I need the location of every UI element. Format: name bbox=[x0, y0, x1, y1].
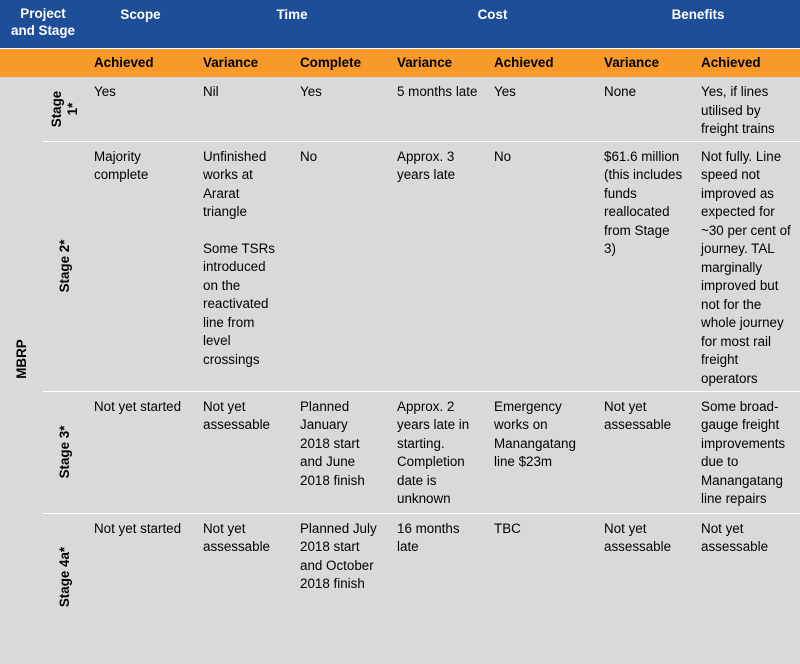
subheader-time-complete: Complete bbox=[292, 48, 390, 77]
cost-achieved-cell: Emergency works on Manangatang line $23m bbox=[494, 398, 576, 470]
time-variance-cell: Not yet assessable bbox=[203, 520, 270, 555]
stage-cell: Stage 2* bbox=[43, 141, 86, 391]
project-cell: MBRP bbox=[0, 77, 43, 641]
project-label: MBRP bbox=[13, 339, 29, 379]
cost-variance-cell: 5 months late bbox=[397, 84, 478, 99]
time-header: Time bbox=[195, 0, 390, 49]
scope-achieved-cell: Not yet started bbox=[94, 520, 182, 536]
benefits-variance-cell: Not yet assessable bbox=[604, 398, 672, 433]
subheader-benefits-variance: Variance bbox=[596, 48, 694, 77]
time-complete-cell: Planned July 2018 start and October 2018… bbox=[300, 520, 377, 592]
stage-cell: Stage 1* bbox=[43, 77, 86, 141]
benefits-variance-cell: $61.6 million (this includes funds reall… bbox=[604, 148, 683, 257]
benefits-achieved-cell: Not fully. Line speed not improved as ex… bbox=[701, 148, 791, 386]
cost-variance-cell: 16 months late bbox=[397, 520, 460, 555]
time-variance-text-2: Some TSRs introduced on the reactivated … bbox=[203, 240, 275, 367]
status-table: Project and Stage Scope Time Cost Benefi… bbox=[0, 0, 800, 641]
stage-label: Stage 2* bbox=[56, 239, 72, 293]
subheader-scope-achieved: Achieved bbox=[86, 48, 195, 77]
table-row: Stage 3* Not yet started Not yet assessa… bbox=[0, 391, 800, 513]
subheader-benefits-achieved: Achieved bbox=[693, 48, 800, 77]
time-variance-cell: Not yet assessable bbox=[203, 398, 270, 433]
time-variance-cell: Nil bbox=[203, 84, 219, 99]
subheader-time-variance: Variance bbox=[195, 48, 292, 77]
table-row: MBRP Stage 1* Yes Nil Yes 5 months late … bbox=[0, 77, 800, 379]
header-row-secondary: Achieved Variance Complete Variance Achi… bbox=[0, 48, 800, 77]
benefits-header: Benefits bbox=[596, 0, 800, 49]
time-complete-cell: Planned January 2018 start and June 2018… bbox=[300, 398, 365, 488]
header-row-primary: Project and Stage Scope Time Cost Benefi… bbox=[0, 0, 800, 49]
scope-header: Scope bbox=[86, 0, 195, 49]
benefits-variance-cell: None bbox=[604, 84, 637, 99]
stage-cell: Stage 3* bbox=[43, 391, 86, 513]
stage-cell: Stage 4a* bbox=[43, 513, 86, 641]
subheader-cost-variance: Variance bbox=[389, 48, 487, 77]
cost-header: Cost bbox=[389, 0, 597, 49]
stage-label: Stage 3* bbox=[56, 425, 72, 479]
scope-achieved-cell: Majority complete bbox=[94, 148, 149, 183]
cost-achieved-cell: Yes bbox=[494, 84, 516, 99]
benefits-achieved-cell: Some broad-gauge freight improvements du… bbox=[701, 398, 786, 507]
time-complete-cell: Yes bbox=[300, 84, 322, 99]
benefits-achieved-cell: Not yet assessable bbox=[701, 520, 769, 555]
cost-variance-cell: Approx. 3 years late bbox=[397, 148, 456, 183]
project-stage-header: Project and Stage bbox=[0, 0, 86, 49]
subheader-cost-achieved: Achieved bbox=[486, 48, 597, 77]
cost-achieved-cell: No bbox=[494, 148, 512, 164]
stage-label: Stage 1* bbox=[48, 90, 80, 127]
scope-achieved-cell: Yes bbox=[94, 84, 116, 99]
cost-achieved-cell: TBC bbox=[494, 520, 521, 536]
stage-label: Stage 4a* bbox=[56, 547, 72, 608]
table-row: Stage 4a* Not yet started Not yet assess… bbox=[0, 513, 800, 641]
project-header-line2: and Stage bbox=[11, 23, 75, 38]
benefits-variance-cell: Not yet assessable bbox=[604, 520, 672, 555]
time-variance-cell: Unfinished works at Ararat triangle Some… bbox=[195, 141, 292, 391]
subheader-blank bbox=[0, 48, 86, 77]
benefits-achieved-cell: Yes, if lines utilised by freight trains bbox=[701, 84, 775, 136]
cost-variance-cell: Approx. 2 years late in starting. Comple… bbox=[397, 398, 470, 507]
table-row: Stage 2* Majority complete Unfinished wo… bbox=[0, 141, 800, 391]
scope-achieved-cell: Not yet started bbox=[94, 398, 182, 414]
project-header-line1: Project bbox=[20, 6, 66, 21]
time-complete-cell: No bbox=[300, 148, 318, 164]
time-variance-text: Unfinished works at Ararat triangle bbox=[203, 148, 267, 220]
